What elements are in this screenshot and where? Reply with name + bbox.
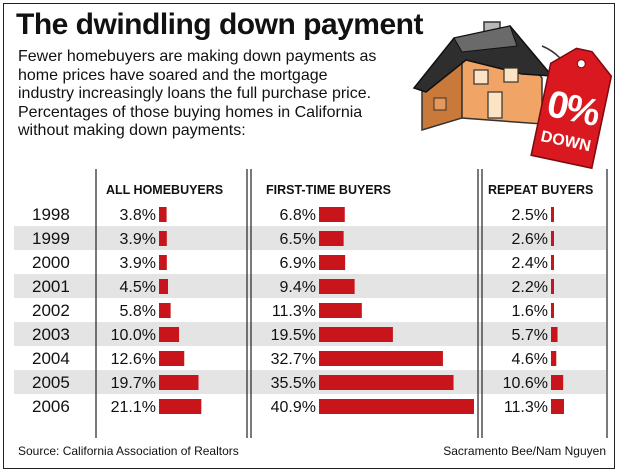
value-label: 21.1% — [111, 399, 156, 416]
sign-hole — [576, 59, 586, 69]
row-stripe — [14, 322, 606, 346]
value-label: 40.9% — [271, 399, 316, 416]
bar — [319, 351, 443, 366]
house-window — [503, 67, 519, 83]
house-door — [487, 91, 503, 119]
value-label: 10.0% — [111, 327, 156, 344]
value-label: 5.7% — [512, 327, 548, 344]
value-label: 35.5% — [271, 375, 316, 392]
year-label: 2005 — [32, 373, 70, 392]
value-label: 10.6% — [503, 375, 548, 392]
bar — [551, 231, 554, 246]
bar — [159, 303, 171, 318]
value-label: 19.7% — [111, 375, 156, 392]
bar — [551, 255, 554, 270]
value-label: 2.2% — [512, 279, 548, 296]
value-label: 11.3% — [272, 303, 316, 320]
value-label: 5.8% — [120, 303, 156, 320]
value-label: 32.7% — [271, 351, 316, 368]
value-label: 9.4% — [280, 279, 316, 296]
house-roof-top — [453, 25, 518, 53]
value-label: 2.5% — [512, 207, 548, 224]
year-label: 1998 — [32, 205, 70, 224]
intro-text: Fewer homebuyers are making down payment… — [18, 48, 377, 140]
year-label: 2002 — [32, 301, 70, 320]
bar — [159, 375, 199, 390]
bar — [551, 351, 557, 366]
house-icon: 0% DOWN — [412, 21, 613, 170]
chart-frame: The dwindling down payment Fewer homebuy… — [3, 3, 615, 469]
bar — [319, 399, 474, 414]
bar — [319, 279, 355, 294]
bar — [159, 327, 180, 342]
year-label: 1999 — [32, 229, 70, 248]
series-header: REPEAT BUYERS — [488, 183, 593, 197]
bar — [551, 327, 558, 342]
value-label: 12.6% — [111, 351, 156, 368]
value-label: 3.9% — [120, 231, 156, 248]
value-label: 4.5% — [120, 279, 156, 296]
house-window — [473, 69, 489, 85]
bar — [319, 231, 344, 246]
row-stripe — [14, 274, 606, 298]
year-label: 2003 — [32, 325, 70, 344]
bar — [551, 279, 554, 294]
value-label: 1.6% — [512, 303, 548, 320]
sign-string — [541, 45, 561, 59]
bar — [159, 399, 202, 414]
bar — [551, 375, 564, 390]
bar — [319, 375, 454, 390]
chart-title: The dwindling down payment — [16, 8, 424, 41]
value-label: 11.3% — [504, 399, 548, 416]
value-label: 3.9% — [120, 255, 156, 272]
value-label: 4.6% — [512, 351, 548, 368]
value-label: 3.8% — [120, 207, 156, 224]
bar — [159, 351, 185, 366]
series-header: FIRST-TIME BUYERS — [266, 183, 391, 197]
bar — [319, 303, 362, 318]
source-note: Source: California Association of Realto… — [18, 444, 239, 458]
value-label: 6.8% — [280, 207, 316, 224]
value-label: 2.6% — [512, 231, 548, 248]
bar — [319, 255, 346, 270]
year-label: 2000 — [32, 253, 70, 272]
value-label: 2.4% — [512, 255, 548, 272]
series-header: ALL HOMEBUYERS — [106, 183, 223, 197]
year-label: 2006 — [32, 397, 70, 416]
bar — [159, 231, 167, 246]
bar — [551, 207, 554, 222]
bar — [319, 207, 345, 222]
row-stripe — [14, 226, 606, 250]
chart-area: 1998 1999 2000 2001 2002 2003 2004 2005 2006 ALL … — [14, 169, 608, 438]
sign-tag — [530, 47, 613, 170]
bar — [551, 399, 564, 414]
value-label: 6.5% — [280, 231, 316, 248]
year-label: 2004 — [32, 349, 70, 368]
row-stripe — [14, 370, 606, 394]
credit-note: Sacramento Bee/Nam Nguyen — [443, 444, 606, 458]
bar — [159, 207, 167, 222]
bar — [319, 327, 393, 342]
value-label: 19.5% — [271, 327, 316, 344]
house-window — [433, 97, 447, 111]
bar — [159, 279, 169, 294]
year-label: 2001 — [32, 277, 70, 296]
bar — [159, 255, 167, 270]
bar — [551, 303, 554, 318]
value-label: 6.9% — [280, 255, 316, 272]
